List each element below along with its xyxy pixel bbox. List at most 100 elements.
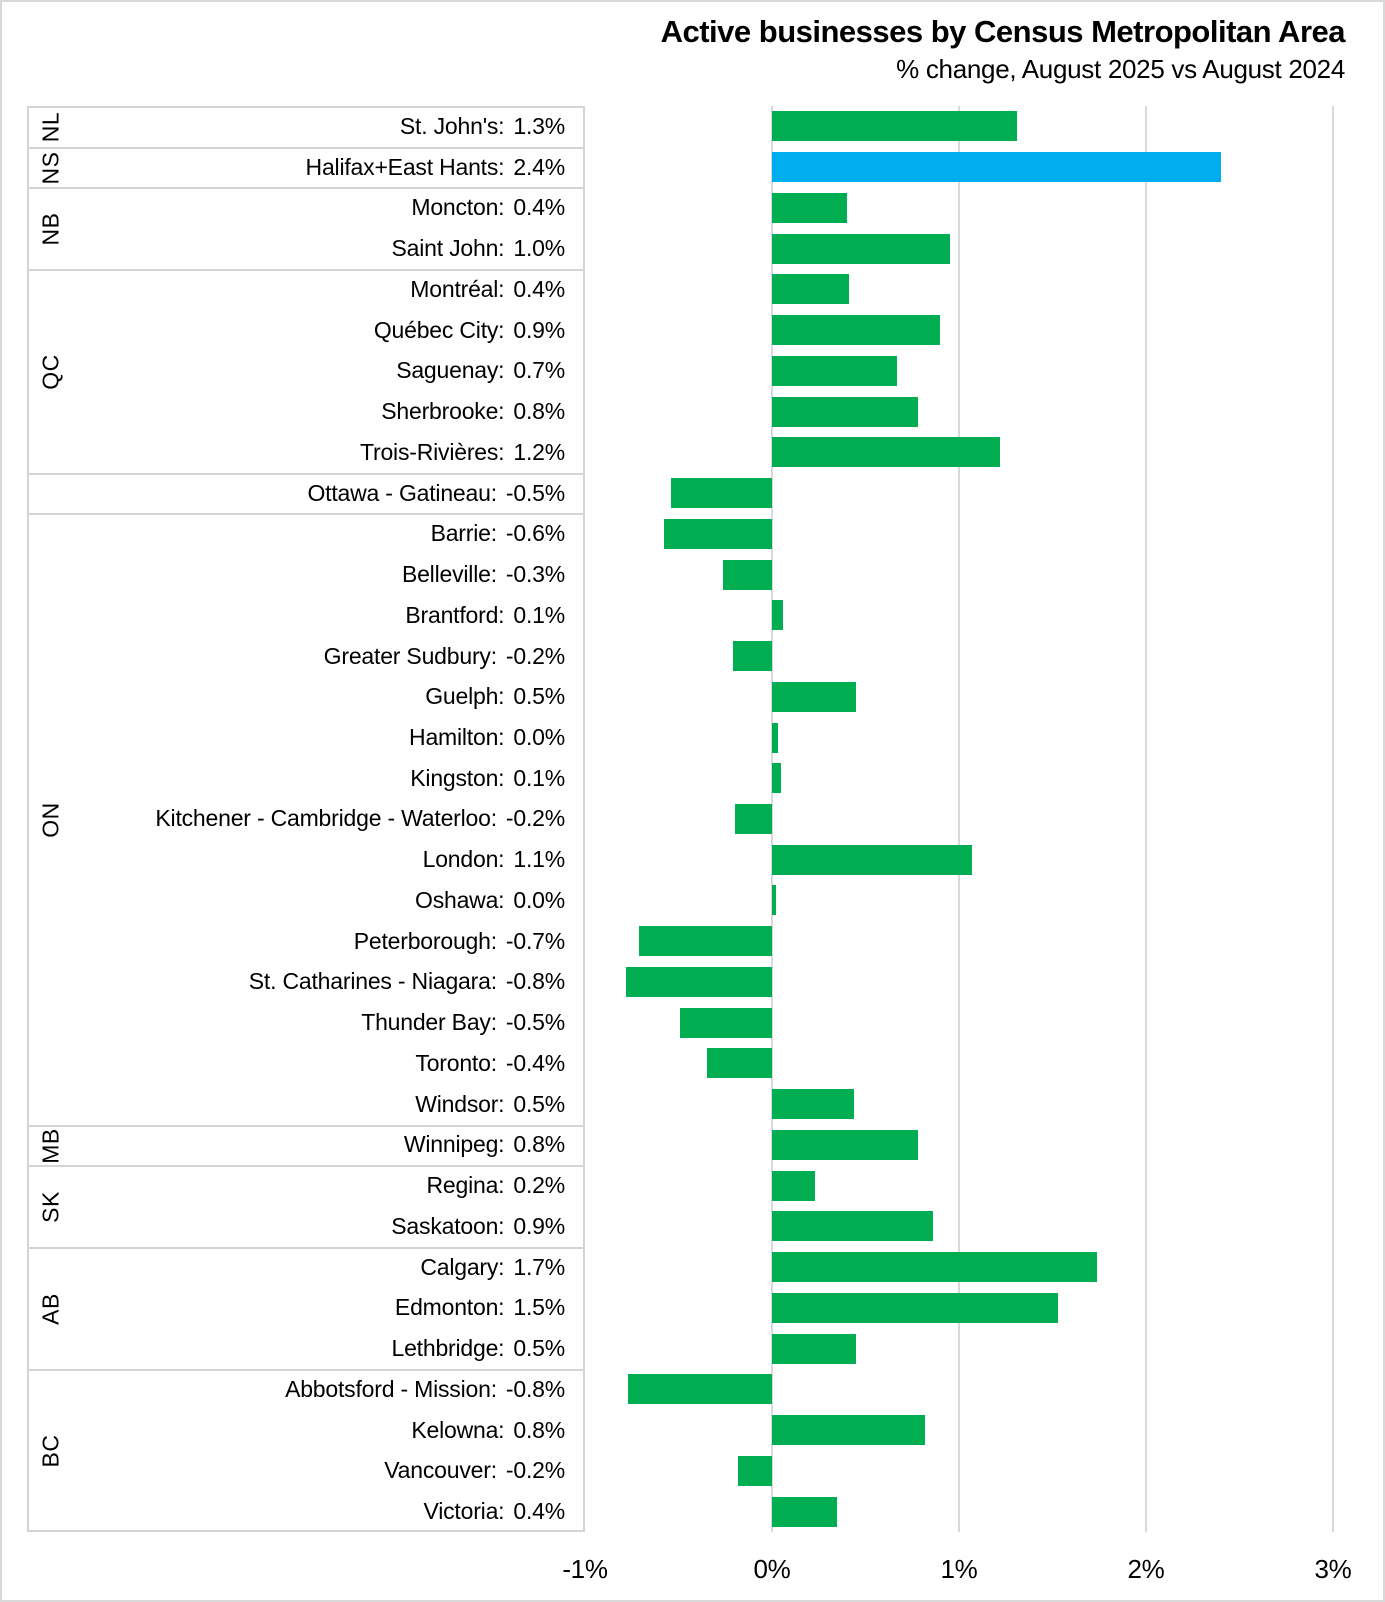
label-row: Abbotsford - Mission: -0.8% — [27, 1369, 585, 1410]
bar-montr-al — [772, 274, 849, 305]
label-row: Kitchener - Cambridge - Waterloo: -0.2% — [27, 799, 585, 840]
value-label: 0.1% — [513, 764, 565, 791]
bar-guelph — [772, 681, 857, 712]
bar-greater-sudbury — [732, 641, 772, 672]
city-label: Thunder Bay: — [361, 1009, 497, 1036]
bar-victoria — [772, 1496, 838, 1527]
city-label: Lethbridge: — [391, 1335, 505, 1362]
city-label: Toronto: — [415, 1049, 497, 1076]
city-label: Ottawa - Gatineau: — [307, 479, 497, 506]
value-label: 0.0% — [513, 886, 565, 913]
category-label-column: NL St. John's: 1.3% NS Halifax+East Hants: 2.… — [27, 106, 585, 1532]
value-label: 1.1% — [513, 846, 565, 873]
label-row: Kingston: 0.1% — [27, 758, 585, 799]
bar-abbotsford-mission — [628, 1374, 772, 1405]
city-label: Québec City: — [373, 316, 505, 343]
value-label: -0.8% — [505, 1375, 565, 1402]
bar-edmonton — [772, 1292, 1059, 1323]
label-row: Kelowna: 0.8% — [27, 1410, 585, 1451]
province-group-ON: ON — [27, 513, 585, 1125]
value-label: -0.6% — [505, 520, 565, 547]
city-label: Oshawa: — [415, 886, 505, 913]
label-row: Edmonton: 1.5% — [27, 1288, 585, 1329]
province-group-ottawa-gatineau — [27, 472, 585, 514]
value-label: 0.4% — [513, 194, 565, 221]
label-row: Montréal: 0.4% — [27, 269, 585, 310]
bar-london — [772, 844, 973, 875]
label-row: Québec City: 0.9% — [27, 310, 585, 351]
province-group-AB: AB — [27, 1246, 585, 1370]
city-label: Victoria: — [423, 1498, 505, 1525]
city-label: Saskatoon: — [391, 1212, 505, 1239]
value-label: 0.5% — [513, 1335, 565, 1362]
value-label: 1.2% — [513, 438, 565, 465]
city-label: Greater Sudbury: — [323, 642, 497, 669]
label-row: Trois-Rivières: 1.2% — [27, 432, 585, 473]
label-row: Thunder Bay: -0.5% — [27, 1002, 585, 1043]
province-group-MB: MB — [27, 1124, 585, 1166]
value-label: 1.5% — [513, 1294, 565, 1321]
value-label: -0.8% — [505, 968, 565, 995]
x-axis-tick-3pct: 3% — [1314, 1554, 1352, 1584]
bar-brantford — [772, 600, 784, 631]
bar-highlight-halifax-east-hants — [772, 152, 1221, 183]
city-label: Edmonton: — [394, 1294, 505, 1321]
label-row: Oshawa: 0.0% — [27, 880, 585, 921]
value-label: 0.4% — [513, 1498, 565, 1525]
value-label: -0.4% — [505, 1049, 565, 1076]
bar-chart: NL St. John's: 1.3% NS Halifax+East Hants: 2.… — [27, 106, 1352, 1584]
value-label: 0.0% — [513, 724, 565, 750]
bar-windsor — [772, 1089, 855, 1120]
label-row: Peterborough: -0.7% — [27, 921, 585, 962]
city-label: Kingston: — [410, 764, 505, 791]
value-label: -0.7% — [505, 927, 565, 954]
label-row: St. Catharines - Niagara: -0.8% — [27, 962, 585, 1003]
gridline-3pct — [1332, 106, 1334, 1532]
city-label: Hamilton: — [409, 724, 505, 750]
x-axis-tick-0pct: 0% — [753, 1554, 791, 1584]
bar-st-john-s — [772, 111, 1017, 142]
value-label: 0.8% — [513, 398, 565, 425]
bar-st-catharines-niagara — [626, 966, 772, 997]
bar-ottawa-gatineau — [671, 478, 772, 509]
value-label: -0.2% — [505, 642, 565, 669]
bar-saint-john — [772, 233, 950, 264]
label-row: Ottawa - Gatineau: -0.5% — [27, 473, 585, 514]
bar-barrie — [663, 518, 772, 549]
label-row: Winnipeg: 0.8% — [27, 1125, 585, 1166]
value-label: 1.0% — [513, 235, 565, 262]
value-label: 0.5% — [513, 683, 565, 710]
label-row: Sherbrooke: 0.8% — [27, 391, 585, 432]
title-block: Active businesses by Census Metropolitan… — [660, 14, 1346, 85]
label-row: Toronto: -0.4% — [27, 1043, 585, 1084]
bar-kelowna — [772, 1415, 926, 1446]
bar-lethbridge — [772, 1333, 857, 1364]
province-group-SK: SK — [27, 1165, 585, 1247]
label-row: Guelph: 0.5% — [27, 676, 585, 717]
label-row: Brantford: 0.1% — [27, 595, 585, 636]
bar-qu-bec-city — [772, 315, 941, 346]
value-label: 0.8% — [513, 1416, 565, 1443]
label-row: Saint John: 1.0% — [27, 228, 585, 269]
city-label: Halifax+East Hants: — [305, 153, 505, 180]
value-label: 0.9% — [513, 316, 565, 343]
bar-saguenay — [772, 355, 898, 386]
city-label: Trois-Rivières: — [359, 438, 505, 465]
label-row: St. John's: 1.3% — [27, 106, 585, 147]
province-group-NB: NB — [27, 187, 585, 269]
label-row: Calgary: 1.7% — [27, 1247, 585, 1288]
gridline-0pct — [771, 106, 773, 1532]
bar-trois-rivi-res — [772, 437, 1001, 468]
value-label: -0.2% — [505, 805, 565, 832]
city-label: Kelowna: — [411, 1416, 505, 1443]
gridline-1pct — [958, 106, 960, 1532]
city-label: St. John's: — [399, 112, 505, 139]
chart-title: Active businesses by Census Metropolitan… — [660, 14, 1346, 49]
city-label: Sherbrooke: — [381, 398, 505, 425]
city-label: Kitchener - Cambridge - Waterloo: — [155, 805, 497, 832]
label-row: Saskatoon: 0.9% — [27, 1206, 585, 1247]
value-label: 0.8% — [513, 1131, 565, 1158]
label-row: Barrie: -0.6% — [27, 513, 585, 554]
label-row: Hamilton: 0.0% — [27, 717, 585, 758]
bar-saskatoon — [772, 1211, 933, 1242]
